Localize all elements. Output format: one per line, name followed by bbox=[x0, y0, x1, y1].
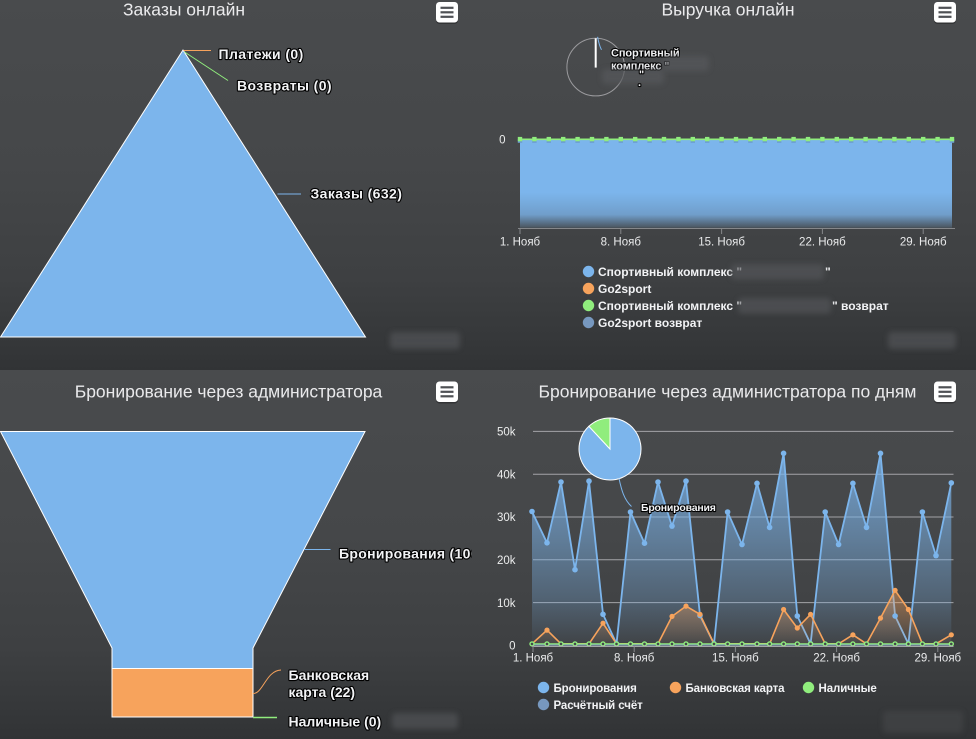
svg-text:29. Нояб: 29. Нояб bbox=[914, 653, 961, 665]
svg-text:Спортивный комплекс ": Спортивный комплекс " bbox=[598, 265, 742, 279]
svg-text:40k: 40k bbox=[497, 469, 516, 481]
svg-text:Бронирования (1065): Бронирования (1065) bbox=[339, 546, 488, 562]
svg-text:30k: 30k bbox=[497, 512, 516, 524]
svg-text:Заказы онлайн: Заказы онлайн bbox=[123, 0, 245, 20]
svg-text:22. Нояб: 22. Нояб bbox=[799, 237, 846, 249]
svg-text:0: 0 bbox=[509, 641, 515, 653]
svg-text:Go2sport: Go2sport bbox=[598, 282, 651, 296]
svg-text:8. Нояб: 8. Нояб bbox=[601, 237, 642, 249]
svg-text:Бронирование через администрат: Бронирование через администратора по дня… bbox=[539, 382, 917, 402]
svg-text:0: 0 bbox=[499, 135, 505, 147]
svg-text:29. Нояб: 29. Нояб bbox=[900, 237, 947, 249]
svg-text:10k: 10k bbox=[497, 598, 516, 610]
svg-text:" возврат: " возврат bbox=[832, 299, 889, 313]
svg-text:карта (22): карта (22) bbox=[289, 684, 356, 700]
svg-text:1. Нояб: 1. Нояб bbox=[513, 653, 554, 665]
svg-text:Расчётный счёт: Расчётный счёт bbox=[554, 700, 644, 712]
svg-text:Бронирования: Бронирования bbox=[554, 683, 637, 695]
svg-text:Выручка онлайн: Выручка онлайн bbox=[661, 0, 794, 20]
svg-text:.: . bbox=[638, 77, 641, 89]
svg-text:50k: 50k bbox=[497, 427, 516, 439]
svg-text:8. Нояб: 8. Нояб bbox=[614, 653, 655, 665]
svg-text:Наличные: Наличные bbox=[819, 683, 877, 695]
svg-text:Спортивный комплекс ": Спортивный комплекс " bbox=[598, 299, 742, 313]
svg-text:Банковская карта: Банковская карта bbox=[686, 683, 786, 695]
svg-text:Платежи (0): Платежи (0) bbox=[219, 46, 304, 62]
svg-text:Go2sport возврат: Go2sport возврат bbox=[598, 316, 702, 330]
svg-text:Наличные (0): Наличные (0) bbox=[289, 714, 382, 730]
svg-text:1. Нояб: 1. Нояб bbox=[500, 237, 541, 249]
svg-text:15. Нояб: 15. Нояб bbox=[698, 237, 745, 249]
svg-text:": " bbox=[639, 69, 644, 81]
svg-text:Спортивный: Спортивный bbox=[611, 48, 680, 60]
svg-text:": " bbox=[825, 265, 831, 279]
svg-text:Банковская: Банковская bbox=[289, 667, 370, 683]
svg-text:15. Нояб: 15. Нояб bbox=[712, 653, 759, 665]
svg-text:22. Нояб: 22. Нояб bbox=[813, 653, 860, 665]
svg-text:20k: 20k bbox=[497, 555, 516, 567]
svg-text:Возвраты (0): Возвраты (0) bbox=[237, 78, 332, 94]
svg-text:Заказы (632): Заказы (632) bbox=[311, 186, 403, 202]
svg-text:Бронирования: Бронирования bbox=[641, 502, 716, 514]
svg-text:Бронирование через администрат: Бронирование через администратора bbox=[75, 382, 383, 402]
